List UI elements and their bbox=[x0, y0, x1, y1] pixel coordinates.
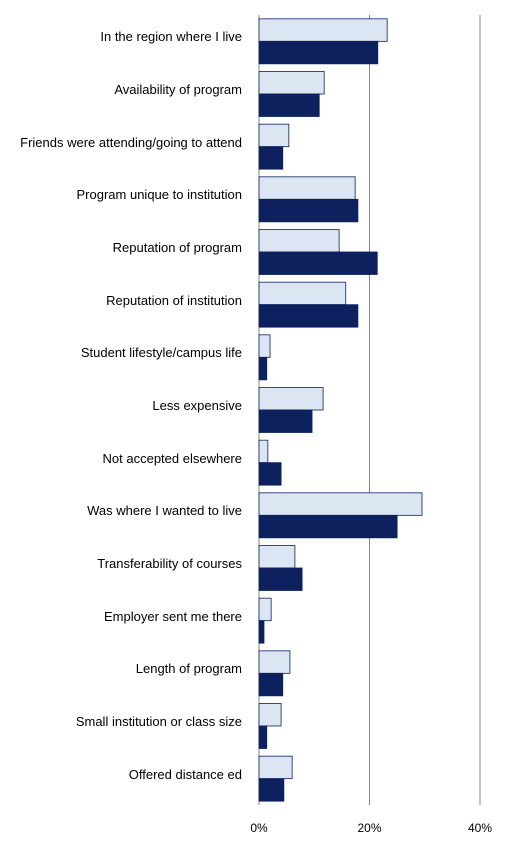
bar bbox=[258, 567, 303, 591]
bar bbox=[258, 514, 398, 539]
category-label: In the region where I live bbox=[100, 29, 242, 45]
bar bbox=[258, 755, 293, 780]
bar bbox=[258, 409, 313, 433]
bar bbox=[258, 304, 359, 328]
bar bbox=[258, 93, 320, 117]
bar bbox=[258, 597, 272, 622]
bar bbox=[258, 18, 388, 42]
bar bbox=[258, 725, 268, 749]
category-label: Offered distance ed bbox=[128, 766, 242, 782]
category-label: Transferability of courses bbox=[97, 556, 242, 571]
x-tick-label: 20% bbox=[357, 821, 381, 835]
bar bbox=[258, 778, 285, 802]
x-tick-label: 40% bbox=[468, 821, 492, 835]
category-label: Friends were attending/going to attend bbox=[20, 134, 242, 150]
bar bbox=[258, 620, 265, 644]
bar bbox=[258, 176, 356, 200]
category-label: Reputation of program bbox=[112, 240, 242, 255]
bar bbox=[258, 71, 325, 95]
bar bbox=[258, 387, 324, 411]
category-label: Not accepted elsewhere bbox=[102, 450, 242, 466]
category-label: Length of program bbox=[135, 661, 242, 677]
bar bbox=[258, 439, 269, 464]
category-label: Reputation of institution bbox=[106, 292, 242, 308]
bar bbox=[258, 672, 284, 697]
bar bbox=[258, 281, 347, 306]
category-label: Was where I wanted to live bbox=[87, 503, 242, 519]
bar bbox=[258, 492, 423, 516]
bar bbox=[258, 703, 282, 727]
bar bbox=[258, 229, 340, 253]
category-label: Availability of program bbox=[114, 82, 242, 97]
category-label: Less expensive bbox=[152, 398, 242, 413]
x-tick-label: 0% bbox=[250, 821, 268, 835]
bar bbox=[258, 356, 268, 381]
bar bbox=[258, 545, 296, 569]
bar bbox=[258, 198, 359, 223]
bar bbox=[258, 334, 271, 358]
bar bbox=[258, 251, 378, 275]
category-label: Employer sent me there bbox=[103, 608, 242, 624]
category-label: Student lifestyle/campus life bbox=[80, 345, 242, 361]
bar bbox=[258, 146, 284, 170]
bar bbox=[258, 462, 282, 486]
bar bbox=[258, 123, 290, 148]
category-label: Program unique to institution bbox=[76, 187, 242, 203]
bar bbox=[258, 650, 291, 674]
category-label: Small institution or class size bbox=[75, 714, 242, 729]
bar bbox=[258, 40, 379, 65]
